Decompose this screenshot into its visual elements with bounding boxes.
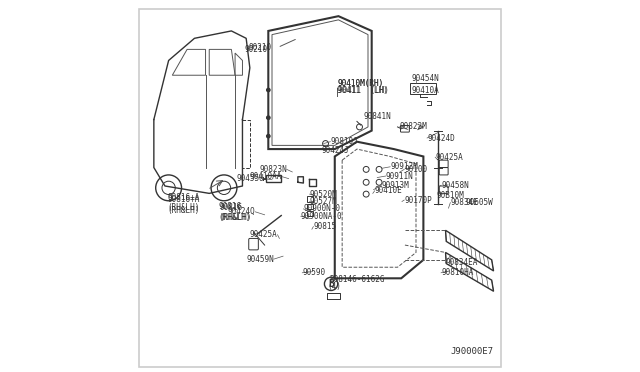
Text: 90210: 90210 xyxy=(244,45,268,54)
Text: 90410E: 90410E xyxy=(374,186,403,195)
Text: 90520M: 90520M xyxy=(310,190,337,199)
Text: 90810J: 90810J xyxy=(330,137,358,146)
Bar xyxy=(307,204,313,209)
Text: 90424D: 90424D xyxy=(427,134,455,142)
Text: 90410M(RH): 90410M(RH) xyxy=(337,79,383,88)
Text: B08146-6162G: B08146-6162G xyxy=(329,275,385,283)
Text: 90822M: 90822M xyxy=(399,122,427,131)
Text: 90424J: 90424J xyxy=(322,147,349,155)
Text: B: B xyxy=(328,279,334,289)
Text: 90B10M: 90B10M xyxy=(436,191,464,200)
Text: 90605W: 90605W xyxy=(465,198,493,207)
Text: 90411  (LH): 90411 (LH) xyxy=(337,86,388,95)
Text: 90823N: 90823N xyxy=(259,165,287,174)
Text: 90210: 90210 xyxy=(248,43,271,52)
Text: 90841N: 90841N xyxy=(364,112,391,121)
Circle shape xyxy=(266,134,270,138)
Text: 90816
(RH&LH): 90816 (RH&LH) xyxy=(218,202,251,222)
Text: 90459N: 90459N xyxy=(246,254,274,264)
Text: 90411  (LH): 90411 (LH) xyxy=(338,86,388,94)
Text: 90900NA-0: 90900NA-0 xyxy=(301,212,342,221)
Text: 90425A: 90425A xyxy=(435,153,463,162)
Text: 90810HA: 90810HA xyxy=(441,268,474,277)
Text: 90170P: 90170P xyxy=(404,196,432,205)
Text: 90425A: 90425A xyxy=(250,230,278,239)
Text: 90912M: 90912M xyxy=(390,162,418,171)
Text: (4): (4) xyxy=(327,282,341,291)
Text: 90410A: 90410A xyxy=(412,86,439,94)
Circle shape xyxy=(266,88,270,92)
Text: 90410M(RH): 90410M(RH) xyxy=(338,79,384,88)
Text: 90410AA: 90410AA xyxy=(250,172,282,181)
Text: 90424Q: 90424Q xyxy=(228,207,255,217)
Text: 90458N: 90458N xyxy=(441,181,469,190)
Text: 90455U: 90455U xyxy=(236,174,264,183)
Text: 90454N: 90454N xyxy=(412,74,439,83)
Circle shape xyxy=(266,116,270,119)
Text: 90816+A
(RH&LH): 90816+A (RH&LH) xyxy=(168,196,200,215)
Text: 90834EA: 90834EA xyxy=(445,258,478,267)
Text: 90900N-0: 90900N-0 xyxy=(303,204,340,214)
Bar xyxy=(307,196,313,202)
Text: 90816
(RH&LH): 90816 (RH&LH) xyxy=(220,203,252,222)
Text: 90100: 90100 xyxy=(404,165,428,174)
Text: 90834E: 90834E xyxy=(451,198,478,207)
Text: 90913M: 90913M xyxy=(381,181,409,190)
Text: 90527M: 90527M xyxy=(310,197,337,206)
Bar xyxy=(307,211,313,216)
Text: 90815: 90815 xyxy=(314,222,337,231)
Text: 90911N: 90911N xyxy=(386,171,413,180)
Text: J90000E7: J90000E7 xyxy=(451,347,493,356)
Text: 90590: 90590 xyxy=(302,268,325,277)
Text: 90816+A
(RH&LH): 90816+A (RH&LH) xyxy=(168,193,200,212)
